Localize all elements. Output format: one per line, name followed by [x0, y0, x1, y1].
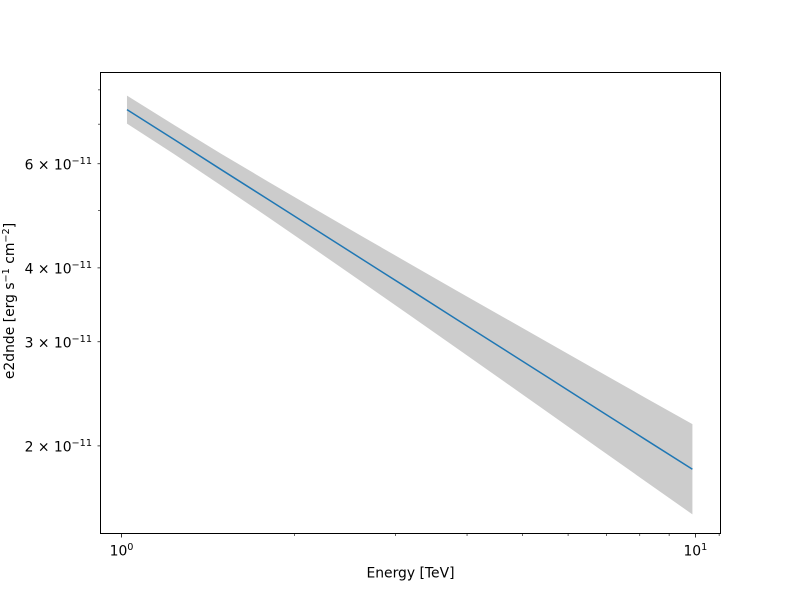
- axes-frame: [100, 72, 721, 534]
- y-tick-label: 6 × 10−11: [25, 156, 92, 174]
- error-band: [126, 95, 693, 515]
- y-tick-label: 3 × 10−11: [25, 334, 92, 352]
- spectrum-line-group: [126, 108, 693, 470]
- x-tick-label: 101: [683, 542, 707, 560]
- y-tick-label: 2 × 10−11: [25, 438, 92, 456]
- error-band-group: [126, 95, 693, 515]
- x-tick-label: 100: [110, 542, 134, 560]
- plot-frame: [100, 72, 721, 534]
- y-tick-label: 4 × 10−11: [25, 260, 92, 278]
- x-axis-label: Energy [TeV]: [366, 566, 454, 582]
- y-axis-label: e2dnde [erg s−1 cm−2]: [1, 223, 18, 379]
- spectrum-line: [126, 108, 693, 470]
- x-axis: 100 101: [110, 533, 720, 560]
- y-axis: 2 × 10−11 3 × 10−11 4 × 10−11 6 × 10−11: [25, 89, 101, 456]
